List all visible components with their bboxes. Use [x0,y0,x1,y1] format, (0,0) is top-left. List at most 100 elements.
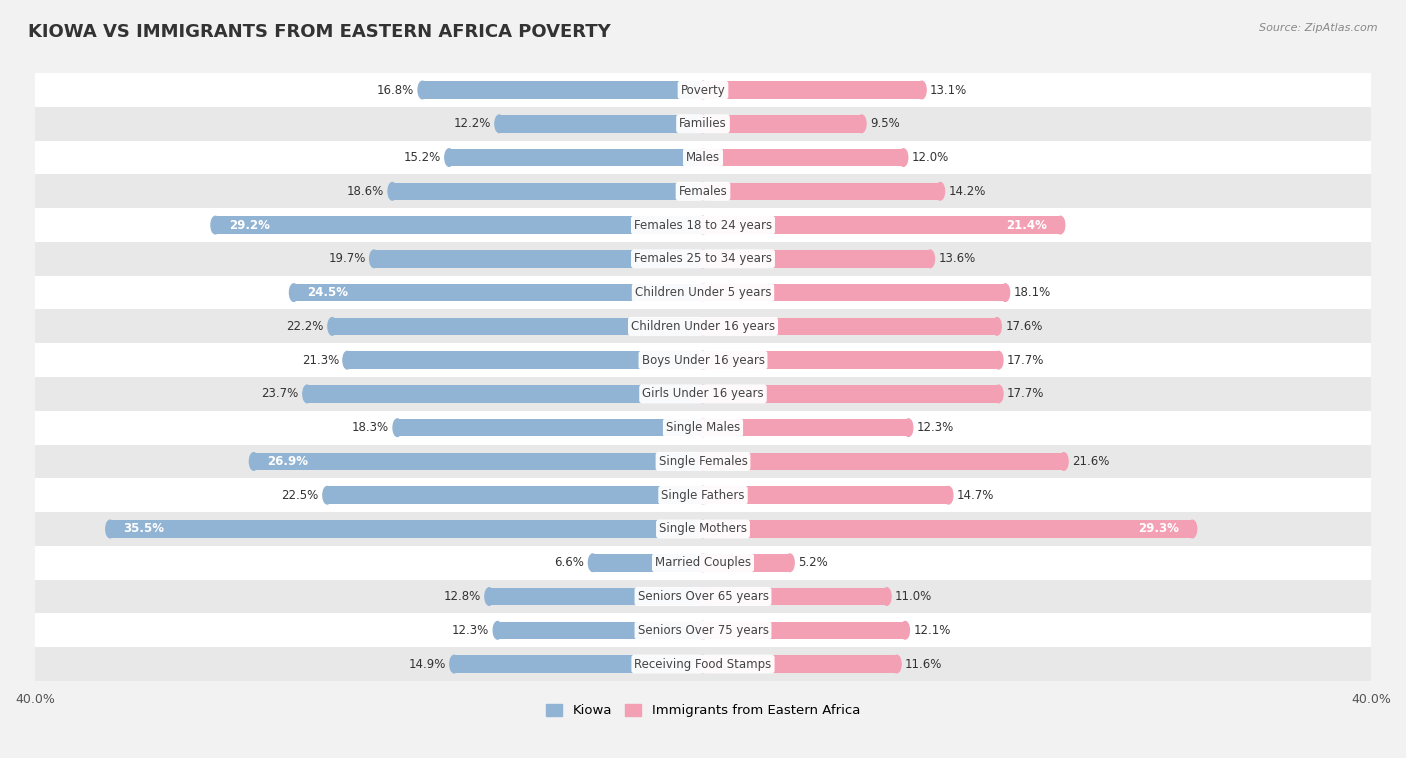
Text: Children Under 5 years: Children Under 5 years [634,286,772,299]
Circle shape [699,149,707,166]
Bar [703,318,997,335]
Text: 19.7%: 19.7% [328,252,366,265]
Text: Females 18 to 24 years: Females 18 to 24 years [634,218,772,232]
Text: 12.8%: 12.8% [444,590,481,603]
Text: 9.5%: 9.5% [870,117,900,130]
Bar [332,318,703,335]
Bar [35,444,1371,478]
Circle shape [211,216,219,234]
Circle shape [444,149,454,166]
Text: Girls Under 16 years: Girls Under 16 years [643,387,763,400]
Text: 29.2%: 29.2% [229,218,270,232]
Text: 6.6%: 6.6% [554,556,585,569]
Bar [703,352,998,369]
Bar [703,216,1060,234]
Text: 17.6%: 17.6% [1005,320,1043,333]
Text: 17.7%: 17.7% [1007,354,1045,367]
Bar [398,419,703,437]
Circle shape [699,453,707,470]
Circle shape [699,385,707,402]
Circle shape [394,419,402,437]
Circle shape [418,81,427,99]
Circle shape [699,453,707,470]
Circle shape [485,587,494,606]
Bar [374,250,703,268]
Bar [253,453,703,470]
Text: Children Under 16 years: Children Under 16 years [631,320,775,333]
Bar [703,520,1192,537]
Circle shape [699,149,707,166]
Text: 18.3%: 18.3% [352,421,389,434]
Circle shape [699,520,707,537]
Circle shape [994,352,1002,369]
Circle shape [699,554,707,572]
Circle shape [589,554,598,572]
Text: Males: Males [686,151,720,164]
Circle shape [699,487,707,504]
Bar [498,622,703,639]
Text: 14.7%: 14.7% [957,489,994,502]
Circle shape [370,250,378,268]
Circle shape [699,81,707,99]
Bar [703,81,922,99]
Circle shape [699,250,707,268]
Circle shape [883,587,891,606]
Circle shape [858,115,866,133]
Bar [35,107,1371,141]
Text: 13.6%: 13.6% [938,252,976,265]
Circle shape [494,622,502,639]
Text: Females 25 to 34 years: Females 25 to 34 years [634,252,772,265]
Text: Single Fathers: Single Fathers [661,489,745,502]
Text: 14.9%: 14.9% [408,657,446,671]
Text: 22.2%: 22.2% [287,320,323,333]
Circle shape [904,419,912,437]
Circle shape [699,183,707,200]
Circle shape [699,352,707,369]
Bar [703,587,887,606]
Text: 5.2%: 5.2% [799,556,828,569]
Circle shape [699,216,707,234]
Circle shape [388,183,396,200]
Bar [35,242,1371,276]
Bar [35,546,1371,580]
Text: KIOWA VS IMMIGRANTS FROM EASTERN AFRICA POVERTY: KIOWA VS IMMIGRANTS FROM EASTERN AFRICA … [28,23,610,41]
Circle shape [699,250,707,268]
Bar [35,208,1371,242]
Bar [703,487,949,504]
Bar [35,174,1371,208]
Bar [422,81,703,99]
Bar [703,149,904,166]
Circle shape [893,655,901,673]
Text: Seniors Over 65 years: Seniors Over 65 years [637,590,769,603]
Circle shape [898,149,908,166]
Circle shape [699,283,707,302]
Circle shape [786,554,794,572]
Bar [703,622,905,639]
Circle shape [328,318,336,335]
Bar [593,554,703,572]
Text: 15.2%: 15.2% [404,151,441,164]
Circle shape [495,115,503,133]
Text: Single Males: Single Males [666,421,740,434]
Bar [703,283,1005,302]
Circle shape [1001,283,1010,302]
Bar [35,276,1371,309]
Circle shape [994,385,1002,402]
Circle shape [290,283,298,302]
Text: 22.5%: 22.5% [281,489,319,502]
Circle shape [323,487,332,504]
Bar [35,73,1371,107]
Bar [35,512,1371,546]
Circle shape [945,487,953,504]
Bar [489,587,703,606]
Text: Poverty: Poverty [681,83,725,96]
Text: 11.0%: 11.0% [896,590,932,603]
Text: 18.6%: 18.6% [347,185,384,198]
Circle shape [699,622,707,639]
Bar [35,309,1371,343]
Text: 12.3%: 12.3% [451,624,489,637]
Circle shape [918,81,927,99]
Bar [110,520,703,537]
Bar [392,183,703,200]
Circle shape [993,318,1001,335]
